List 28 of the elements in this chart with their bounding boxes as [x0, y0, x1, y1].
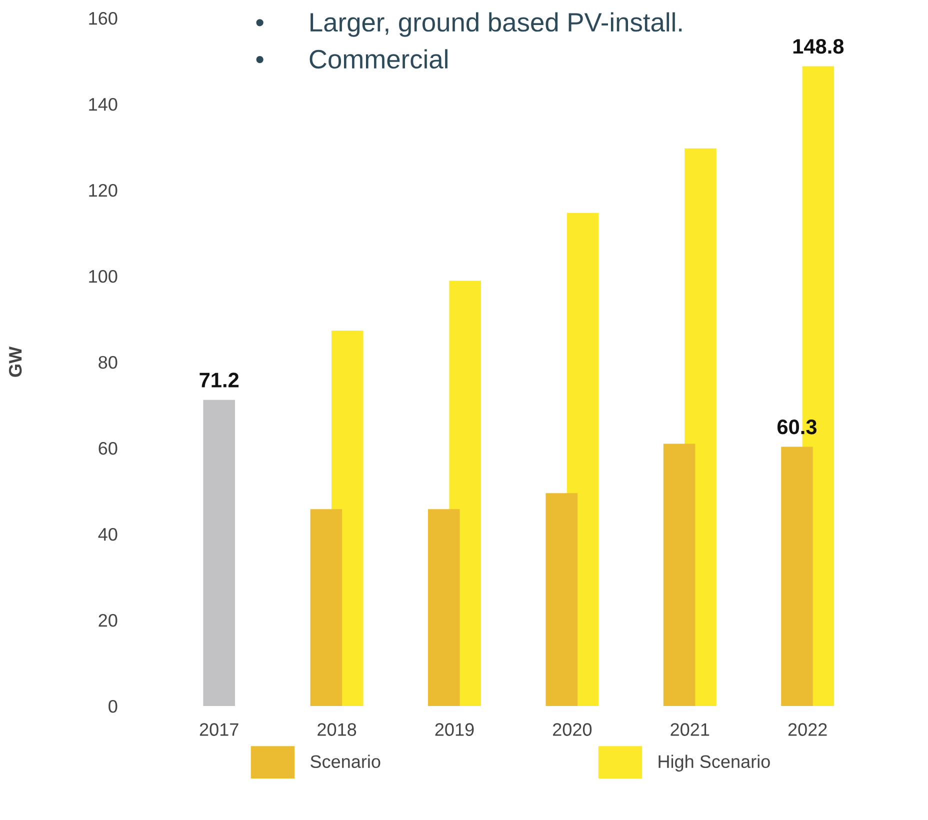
- data-label: 148.8: [793, 38, 844, 54]
- y-tick-label: 0: [108, 700, 118, 713]
- y-tick-label: 40: [98, 528, 118, 541]
- y-tick-label: 140: [89, 98, 118, 111]
- x-tick-label: 2018: [318, 723, 356, 736]
- y-tick-label: 80: [98, 356, 118, 369]
- y-tick-label: 20: [98, 614, 118, 627]
- y-tick-label: 120: [89, 184, 118, 197]
- bar: [310, 509, 342, 706]
- legend-label: Scenario: [310, 754, 380, 768]
- y-tick-label: 100: [89, 270, 118, 283]
- bar: [781, 446, 813, 706]
- bar: [203, 400, 235, 706]
- bar: [546, 493, 578, 706]
- x-tick-label: 2020: [553, 723, 592, 736]
- x-tick-label: 2017: [200, 723, 238, 736]
- x-tick-label: 2021: [670, 723, 710, 736]
- bar: [428, 509, 460, 706]
- y-tick-label: 160: [89, 12, 118, 25]
- y-tick-label: 60: [98, 442, 118, 455]
- x-tick-label: 2022: [788, 723, 827, 736]
- legend-label: High Scenario: [658, 754, 770, 772]
- y-axis-title: GW: [8, 346, 22, 377]
- bar: [663, 444, 696, 706]
- x-tick-label: 2019: [435, 723, 474, 736]
- annotation: • Commercial: [256, 49, 448, 69]
- annotation: • Larger, ground based PV-install.: [256, 12, 682, 37]
- data-label: 71.2: [200, 372, 239, 388]
